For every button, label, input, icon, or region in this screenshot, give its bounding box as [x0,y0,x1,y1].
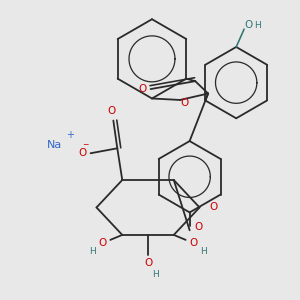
Text: O: O [194,222,203,232]
Text: O: O [98,238,106,248]
Text: +: + [66,130,74,140]
Text: O: O [107,106,116,116]
Text: H: H [200,247,207,256]
Text: H: H [153,270,159,279]
Text: −: − [82,140,89,149]
Text: Na: Na [47,140,62,150]
Text: O: O [190,238,198,248]
Text: H: H [255,21,261,30]
Text: O: O [144,258,152,268]
Text: O: O [244,20,252,30]
Text: O: O [79,148,87,158]
Text: H: H [89,247,96,256]
Text: O: O [181,98,189,108]
Text: O: O [139,84,147,94]
Text: O: O [209,202,217,212]
